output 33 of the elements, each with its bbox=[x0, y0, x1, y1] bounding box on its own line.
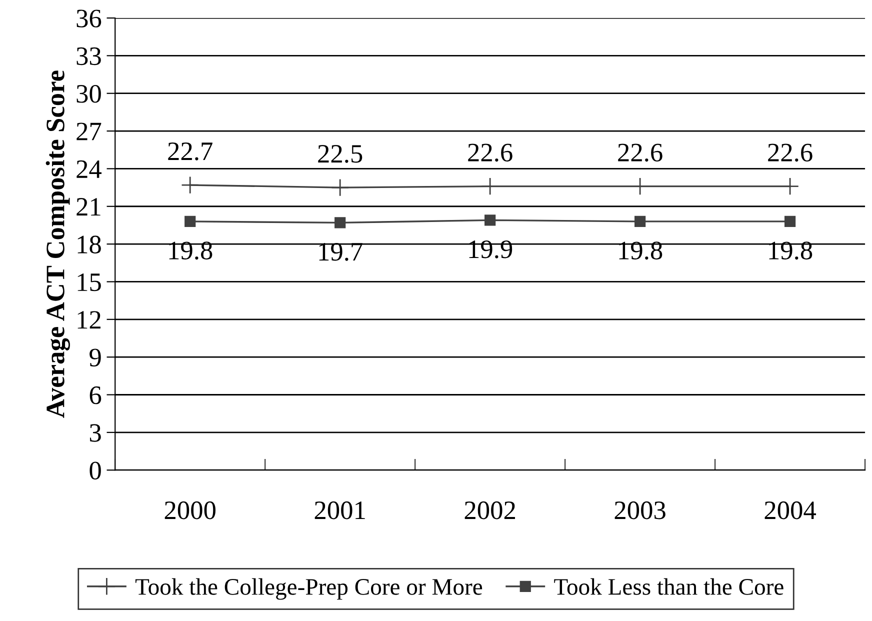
point bbox=[634, 216, 646, 228]
data-label: 22.6 bbox=[768, 144, 812, 162]
y-tick-label: 18 bbox=[78, 236, 101, 254]
point bbox=[334, 217, 346, 228]
y-tick-label: 30 bbox=[76, 84, 101, 103]
data-label: 22.7 bbox=[168, 142, 212, 160]
y-tick-label: 27 bbox=[76, 122, 102, 140]
y-tick-label: 15 bbox=[78, 273, 101, 292]
y-tick-label: 24 bbox=[76, 160, 102, 178]
x-tick-label: 2000 bbox=[164, 501, 216, 520]
x-tick-label: 2004 bbox=[764, 501, 816, 520]
x-tick-label: 2003 bbox=[614, 501, 666, 520]
y-tick-label: 3 bbox=[90, 424, 101, 442]
point bbox=[181, 176, 200, 194]
y-tick-label: 12 bbox=[78, 311, 100, 329]
y-tick-label: 0 bbox=[90, 462, 101, 480]
point bbox=[331, 178, 350, 197]
y-tick-label: 9 bbox=[90, 348, 101, 366]
y-tick-label: 21 bbox=[76, 198, 100, 216]
legend-label: Took Less than the Core bbox=[554, 578, 784, 595]
data-label: 22.5 bbox=[318, 145, 362, 163]
point bbox=[484, 214, 496, 226]
point bbox=[184, 216, 196, 228]
x-tick-label: 2002 bbox=[464, 501, 515, 520]
legend-label: Took the College-Prep Core or More bbox=[135, 578, 482, 600]
y-tick-label: 6 bbox=[90, 386, 102, 404]
y-tick-label: 36 bbox=[76, 10, 102, 28]
y-tick-label: 33 bbox=[76, 47, 101, 66]
point bbox=[784, 216, 796, 228]
data-label: 22.6 bbox=[468, 144, 512, 162]
y-axis-title: Average ACT Composite Score bbox=[46, 70, 70, 418]
x-tick-label: 2001 bbox=[314, 501, 365, 520]
data-label: 22.6 bbox=[618, 144, 662, 162]
